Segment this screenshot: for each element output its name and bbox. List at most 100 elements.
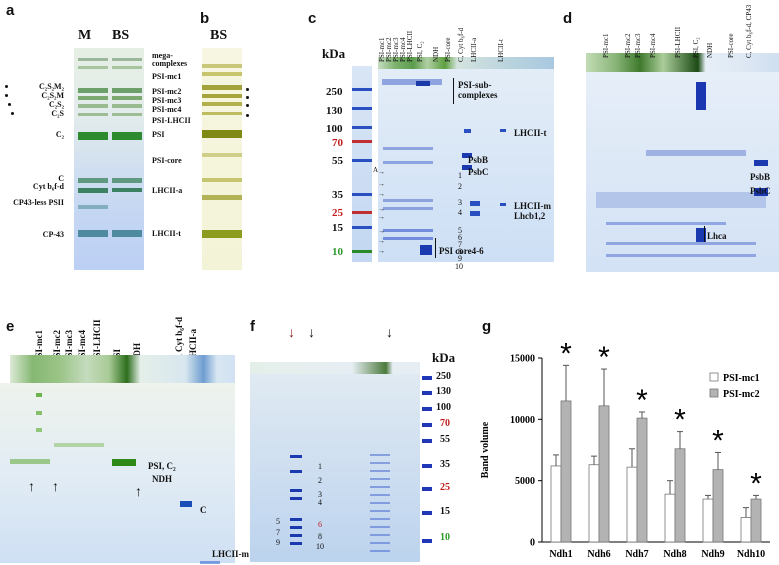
label-cp43-less: CP43-less PSII xyxy=(13,198,64,207)
chart-g: 0 5000 10000 15000 Band volume Ndh1 * Ndh6 * Ndh7… xyxy=(480,337,770,560)
c-num-8: 8 xyxy=(458,247,462,256)
d-top-psi-lhcii: PSI-LHCII xyxy=(674,26,682,58)
bar-psi-mc1-ndh10 xyxy=(740,517,752,543)
d-top-psi-mc4: PSI-mc4 xyxy=(649,33,657,59)
label-lhcii-t: LHCII-t xyxy=(152,229,181,238)
strip-c xyxy=(378,57,554,69)
bar-psi-mc2-ndh10 xyxy=(750,498,762,543)
lane-bs-label: BS xyxy=(112,28,130,43)
significance-star: * xyxy=(750,467,762,500)
f-num-2: 2 xyxy=(318,476,322,485)
label-mega: mega-complexes xyxy=(152,51,188,68)
e-c: C xyxy=(200,505,207,515)
bar-psi-mc2-ndh6 xyxy=(598,405,610,543)
gel-b xyxy=(202,48,242,270)
c-psbb: PsbB xyxy=(468,155,489,165)
marker-f-10: 10 xyxy=(440,532,450,543)
d-psbb: PsbB xyxy=(750,172,771,182)
panel-f: ↓ ↓ ↓ kDa 250 130 100 70 55 35 25 15 10 … xyxy=(246,320,466,565)
label-c2s2m2: C₂S₂M₂ xyxy=(39,82,64,91)
significance-star: * xyxy=(636,384,648,417)
lane-m-label: M xyxy=(78,28,92,43)
label-psi-core: PSI-core xyxy=(152,156,182,165)
y-axis-label: Band volume xyxy=(480,421,491,478)
bar-psi-mc1-ndh8 xyxy=(664,493,676,543)
marker-c-130: 130 xyxy=(326,105,343,117)
marker-f-250: 250 xyxy=(436,371,451,382)
marker-c-100: 100 xyxy=(326,123,343,135)
marker-lane-c xyxy=(352,66,372,262)
panel-c-label: c xyxy=(308,10,317,27)
label-c2: C₂ xyxy=(55,130,64,139)
marker-c-10: 10 xyxy=(332,246,343,258)
c-num-5: 5 xyxy=(458,226,462,235)
f-num-4: 4 xyxy=(318,498,322,507)
kda-c-title: kDa xyxy=(322,46,346,61)
label-c2s2: C₂S₂ xyxy=(48,100,64,109)
significance-star: * xyxy=(712,424,724,457)
c-top-psi-core: PSI-core xyxy=(444,37,452,63)
x-tick-label: Ndh8 xyxy=(663,549,686,560)
legend-label: PSI-mc2 xyxy=(723,389,760,400)
label-cp43: CP-43 xyxy=(42,230,64,239)
c-top-lhcii-a: LHCII-a xyxy=(470,37,478,62)
significance-star: * xyxy=(560,337,572,370)
d-top-psi-mc3: PSI-mc3 xyxy=(634,33,642,59)
c-num-7: 7 xyxy=(458,240,462,249)
label-psi: PSI xyxy=(152,130,165,139)
marker-c-55: 55 xyxy=(332,155,343,167)
panel-f-label: f xyxy=(250,318,255,335)
c-top-psi-lhcii: PSI-LHCII xyxy=(406,30,414,62)
panel-d: PSI-mc1 PSI-mc2 PSI-mc3 PSI-mc4 PSI-LHCI… xyxy=(580,0,779,275)
c-lhcii-m: LHCII-m xyxy=(514,201,552,211)
c-top-lhcii-t: LHCII-t xyxy=(497,39,505,62)
c-num-9: 9 xyxy=(458,254,462,263)
label-psi-mc1: PSI-mc1 xyxy=(152,72,182,81)
label-psi-lhcii: PSI-LHCII xyxy=(152,116,191,125)
x-tick-label: Ndh1 xyxy=(549,549,572,560)
bar-psi-mc2-ndh8 xyxy=(674,448,686,543)
c-num-3: 3 xyxy=(458,198,462,207)
c-psi-sub: PSI-sub-complexes xyxy=(458,80,498,100)
marker-f-70: 70 xyxy=(440,418,450,429)
e-ndh: NDH xyxy=(152,474,172,484)
bar-psi-mc1-ndh1 xyxy=(550,465,562,543)
label-psi-mc2: PSI-mc2 xyxy=(152,87,182,96)
significance-star: * xyxy=(674,404,686,437)
d-top-psi-core: PSI-core xyxy=(727,33,735,59)
marker-lane-f xyxy=(422,374,432,562)
label-c2s: C₂S xyxy=(51,109,64,118)
c-num-1: 1 xyxy=(458,171,462,180)
significance-star: * xyxy=(598,341,610,374)
c-psbc: PsbC xyxy=(468,167,489,177)
strip-d xyxy=(586,53,779,72)
c-num-2: 2 xyxy=(458,182,462,191)
marker-f-130: 130 xyxy=(436,386,451,397)
x-tick-label: Ndh6 xyxy=(587,549,610,560)
f-num-8: 8 xyxy=(318,532,322,541)
marker-c-15: 15 xyxy=(332,222,343,234)
f-num-9: 9 xyxy=(276,538,280,547)
marker-c-25: 25 xyxy=(332,207,343,219)
marker-f-55: 55 xyxy=(440,434,450,445)
gel-e xyxy=(0,383,235,564)
panel-e: PSI-mc1 PSI-mc2 PSI-mc3 PSI-mc4 PSI-LHCI… xyxy=(0,285,249,565)
e-lhcii-m: LHCII-m xyxy=(212,549,250,559)
panel-b-label: b xyxy=(200,10,210,27)
label-psi-mc4: PSI-mc4 xyxy=(152,105,182,114)
gel-d xyxy=(586,72,779,272)
f-num-10: 10 xyxy=(316,542,324,551)
label-lhcii-a: LHCII-a xyxy=(152,186,183,195)
gel-a xyxy=(74,48,144,270)
bar-psi-mc2-ndh7 xyxy=(636,417,648,543)
marker-c-250: 250 xyxy=(326,86,343,98)
d-top-psi-c2: PSI, C₂ xyxy=(692,37,700,58)
y-tick-label: 15000 xyxy=(510,354,535,365)
c-arrow-a: A xyxy=(373,166,379,174)
bar-psi-mc1-ndh9 xyxy=(702,498,714,543)
legend-label: PSI-mc1 xyxy=(723,373,760,384)
d-top-psi-mc2: PSI-mc2 xyxy=(624,33,632,59)
f-num-3: 3 xyxy=(318,490,322,499)
d-lhca: Lhca xyxy=(707,231,727,241)
marker-f-100: 100 xyxy=(436,402,451,413)
